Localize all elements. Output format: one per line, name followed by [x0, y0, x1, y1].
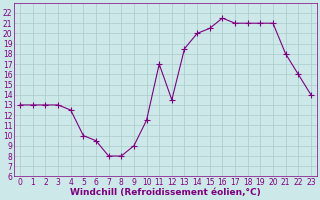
- X-axis label: Windchill (Refroidissement éolien,°C): Windchill (Refroidissement éolien,°C): [70, 188, 261, 197]
